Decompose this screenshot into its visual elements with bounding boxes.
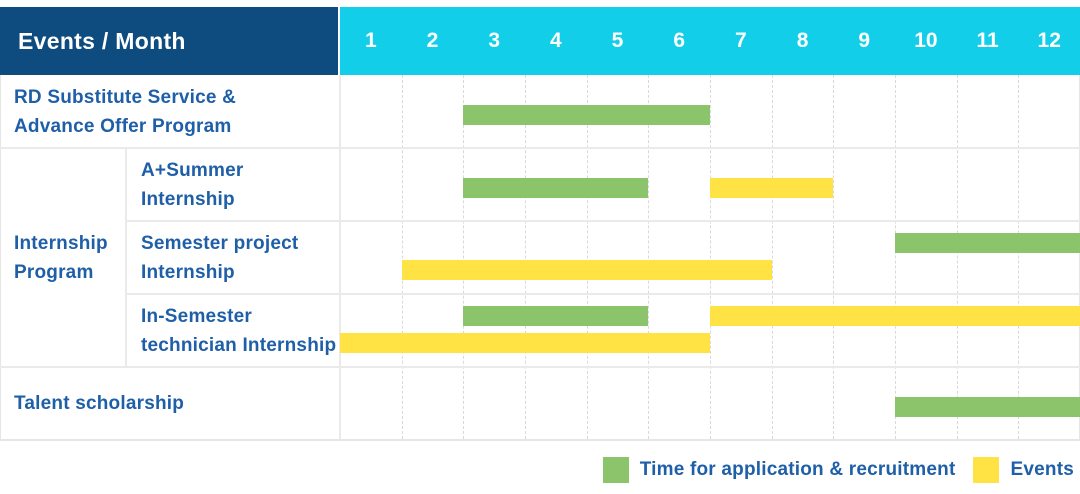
legend-label-recruitment: Time for application & recruitment xyxy=(639,459,956,480)
legend-item-events: Events xyxy=(973,457,1074,483)
row-separator xyxy=(125,220,1080,222)
gantt-bar-recruitment xyxy=(463,105,710,125)
row-label: Semester project Internship xyxy=(141,232,299,283)
row-separator xyxy=(125,293,1080,295)
gantt-bar-events xyxy=(340,333,710,353)
row-separator xyxy=(0,366,1080,368)
month-header-cell: 8 xyxy=(796,29,809,52)
bars-area xyxy=(340,294,1080,367)
month-gridline xyxy=(710,75,711,439)
month-gridline xyxy=(586,75,588,439)
gantt-bar-events xyxy=(710,178,834,198)
legend-swatch-events-icon xyxy=(973,457,1000,483)
month-header-cell: 11 xyxy=(976,29,999,52)
gantt-bar-events xyxy=(710,306,1080,326)
month-header-cell: 10 xyxy=(914,29,938,52)
gantt-row: Semester project Internship xyxy=(0,221,1080,294)
bars-area xyxy=(340,75,1080,148)
group-sublabel-divider xyxy=(125,148,127,367)
month-header-cell: 5 xyxy=(611,29,624,52)
gantt-body: Internship Program RD Substitute Service &… xyxy=(0,75,1080,443)
legend-label-events: Events xyxy=(1010,459,1074,480)
month-header-row: 1 2 3 4 5 6 7 8 9 10 11 12 xyxy=(340,7,1080,75)
group-label-internship-program: Internship Program xyxy=(14,232,108,283)
legend-swatch-recruitment-icon xyxy=(602,457,629,483)
header-title-cell: Events / Month xyxy=(0,7,338,75)
gantt-bar-recruitment xyxy=(463,306,649,326)
gantt-row: RD Substitute Service & Advance Offer Pro… xyxy=(0,75,1080,148)
row-label: RD Substitute Service & Advance Offer Pro… xyxy=(14,86,237,137)
gantt-row: In-Semester technician Internship xyxy=(0,294,1080,367)
month-gridline xyxy=(771,75,773,439)
gantt-bar-events xyxy=(401,260,772,280)
row-separator xyxy=(0,147,1080,149)
row-label: In-Semester technician Internship xyxy=(141,305,337,356)
bars-area xyxy=(340,221,1080,294)
legend: Time for application & recruitment Event… xyxy=(602,456,1074,484)
label-month-divider xyxy=(339,75,341,439)
body-bottom-border xyxy=(0,439,1080,441)
month-gridline xyxy=(648,75,650,439)
gantt-row: A+Summer Internship xyxy=(0,148,1080,221)
month-header-cell: 6 xyxy=(673,29,686,52)
row-label: A+Summer Internship xyxy=(141,159,244,210)
month-header-cell: 2 xyxy=(426,29,439,52)
header-title: Events / Month xyxy=(18,27,186,54)
events-month-table: Events / Month 1 2 3 4 5 6 7 8 9 10 11 12 Internshi… xyxy=(0,7,1080,443)
month-gridline xyxy=(956,75,958,439)
month-header-cell: 3 xyxy=(488,29,501,52)
month-gridline xyxy=(463,75,465,439)
month-gridline xyxy=(525,75,526,439)
gantt-bar-recruitment xyxy=(463,178,649,198)
gantt-row: Talent scholarship xyxy=(0,367,1080,439)
month-gridline xyxy=(833,75,835,439)
month-gridline xyxy=(401,75,403,439)
month-header-cell: 9 xyxy=(858,29,871,52)
month-header-cell: 4 xyxy=(550,29,562,52)
month-header-cell: 1 xyxy=(364,29,377,52)
row-label: Talent scholarship xyxy=(14,392,185,414)
month-header-cell: 12 xyxy=(1037,29,1061,52)
month-gridline xyxy=(1018,75,1020,439)
body-left-border xyxy=(0,75,1,441)
gantt-bar-recruitment xyxy=(895,397,1080,417)
month-gridline xyxy=(895,75,896,439)
legend-item-recruitment: Time for application & recruitment xyxy=(602,457,956,483)
month-header-cell: 7 xyxy=(735,29,747,52)
gantt-bar-recruitment xyxy=(895,233,1080,253)
bars-area xyxy=(340,148,1080,221)
table-header: Events / Month 1 2 3 4 5 6 7 8 9 10 11 12 xyxy=(0,7,1080,75)
bars-area xyxy=(340,367,1080,439)
